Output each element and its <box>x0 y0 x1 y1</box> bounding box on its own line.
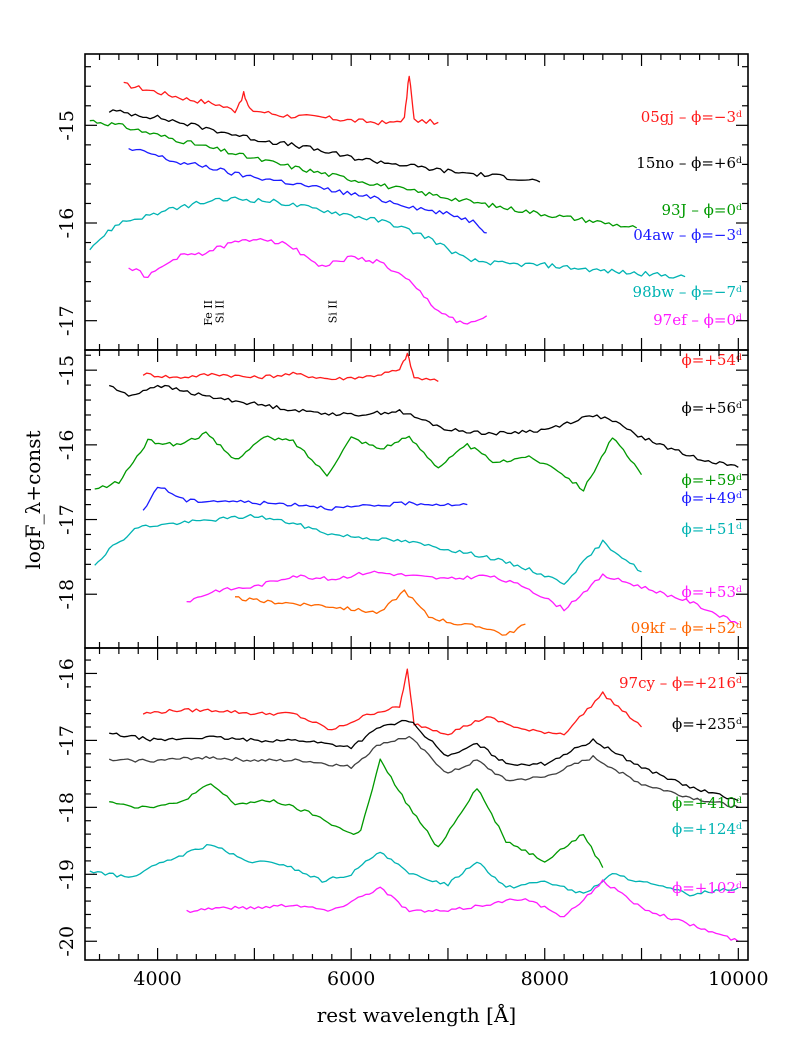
spectrum-top-5 <box>128 237 488 325</box>
series-label-bottom-0: 97cy – ϕ=+216ᵈ <box>619 674 742 692</box>
y-tick-label-top-2: -17 <box>56 305 78 336</box>
series-label-bottom-3: ϕ=+410ᵈ <box>672 794 742 812</box>
y-tick-label-bottom-0: -16 <box>56 658 78 689</box>
spectrum-bottom-1 <box>109 719 739 802</box>
spectrum-bottom-3 <box>109 758 604 868</box>
y-tick-label-bottom-4: -20 <box>56 926 78 957</box>
spectrum-top-4 <box>89 196 686 279</box>
series-label-bottom-4: ϕ=+124ᵈ <box>672 820 742 838</box>
spectrum-top-3 <box>128 148 487 234</box>
series-label-top-5: 97ef – ϕ=0ᵈ <box>653 311 742 329</box>
y-tick-label-middle-0: -15 <box>56 355 78 386</box>
series-label-middle-1: ϕ=+56ᵈ <box>682 399 742 417</box>
series-label-middle-5: ϕ=+53ᵈ <box>682 583 742 601</box>
spectrum-middle-0 <box>142 352 439 382</box>
series-label-bottom-5: ϕ=+102ᵈ <box>672 879 742 897</box>
y-tick-label-top-0: -15 <box>56 110 78 141</box>
series-label-middle-0: ϕ=+54ᵈ <box>682 351 742 369</box>
series-label-middle-2: ϕ=+59ᵈ <box>682 471 742 489</box>
spectrum-top-0 <box>123 75 439 126</box>
line-annotation-1: Si II <box>213 300 226 323</box>
series-label-middle-6: 09kf – ϕ=+52ᵈ <box>631 619 742 637</box>
spectrum-middle-6 <box>235 589 526 636</box>
spectrum-bottom-4 <box>89 843 739 897</box>
spectrum-middle-5 <box>186 570 739 625</box>
spectrum-bottom-0 <box>142 668 642 736</box>
series-label-middle-4: ϕ=+51ᵈ <box>682 520 742 538</box>
x-axis-label: rest wavelength [Å] <box>317 1002 516 1027</box>
spectrum-top-1 <box>108 109 541 183</box>
series-label-top-1: 15no – ϕ=+6ᵈ <box>636 154 742 172</box>
y-tick-label-bottom-3: -19 <box>56 859 78 890</box>
spectrum-bottom-5 <box>186 879 739 942</box>
y-tick-label-bottom-2: -18 <box>56 792 78 823</box>
x-tick-label-2: 8000 <box>521 968 569 990</box>
y-tick-label-middle-2: -17 <box>56 504 78 535</box>
spectrum-middle-3 <box>142 486 468 511</box>
spectrum-middle-2 <box>94 431 643 492</box>
x-tick-label-3: 10000 <box>708 968 768 990</box>
panel-frame-bottom <box>84 647 749 961</box>
spectrum-bottom-2 <box>108 735 739 809</box>
series-label-middle-3: ϕ=+49ᵈ <box>682 489 742 507</box>
panel-top: 05gj – ϕ=−3ᵈ 15no – ϕ=+6ᵈ 93J – ϕ=0ᵈ 04aw –… <box>56 53 749 351</box>
line-annotation-0: Fe II <box>202 300 215 326</box>
series-label-top-2: 93J – ϕ=0ᵈ <box>662 201 742 219</box>
y-tick-label-middle-3: -18 <box>56 579 78 610</box>
spectrum-middle-1 <box>109 384 739 468</box>
y-tick-label-middle-1: -16 <box>56 430 78 461</box>
series-label-bottom-1: ϕ=+235ᵈ <box>672 715 742 733</box>
y-tick-label-bottom-1: -17 <box>56 725 78 756</box>
spectrum-top-2 <box>89 119 638 229</box>
panel-bottom: 97cy – ϕ=+216ᵈ ϕ=+235ᵈ ϕ=+410ᵈ ϕ=+124ᵈ ϕ=+10… <box>56 647 749 961</box>
series-label-top-4: 98bw – ϕ=−7ᵈ <box>633 283 742 301</box>
series-label-top-3: 04aw – ϕ=−3ᵈ <box>633 226 742 244</box>
x-tick-label-1: 6000 <box>327 968 375 990</box>
y-tick-label-top-1: -16 <box>56 208 78 239</box>
y-axis-label: logF_λ+const <box>21 431 45 570</box>
line-annotation-2: Si II <box>327 300 340 323</box>
spectrum-middle-4 <box>94 513 642 585</box>
series-label-top-0: 05gj – ϕ=−3ᵈ <box>641 108 742 126</box>
x-tick-label-0: 4000 <box>133 968 181 990</box>
